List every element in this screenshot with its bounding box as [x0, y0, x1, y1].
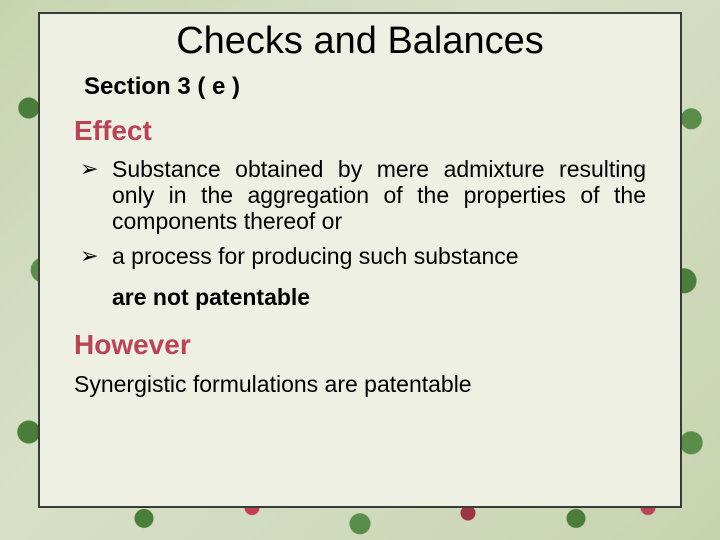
effect-heading: Effect [74, 115, 646, 147]
list-item: a process for producing such substance [74, 244, 646, 270]
content-panel: Checks and Balances Section 3 ( e ) Effe… [38, 12, 682, 508]
page-title: Checks and Balances [74, 20, 646, 63]
list-item: Substance obtained by mere admixture res… [74, 157, 646, 234]
however-body: Synergistic formulations are patentable [74, 371, 646, 398]
effect-list: Substance obtained by mere admixture res… [74, 157, 646, 270]
effect-emphasis: are not patentable [112, 284, 646, 311]
section-subtitle: Section 3 ( e ) [84, 73, 646, 101]
however-heading: However [74, 329, 646, 361]
